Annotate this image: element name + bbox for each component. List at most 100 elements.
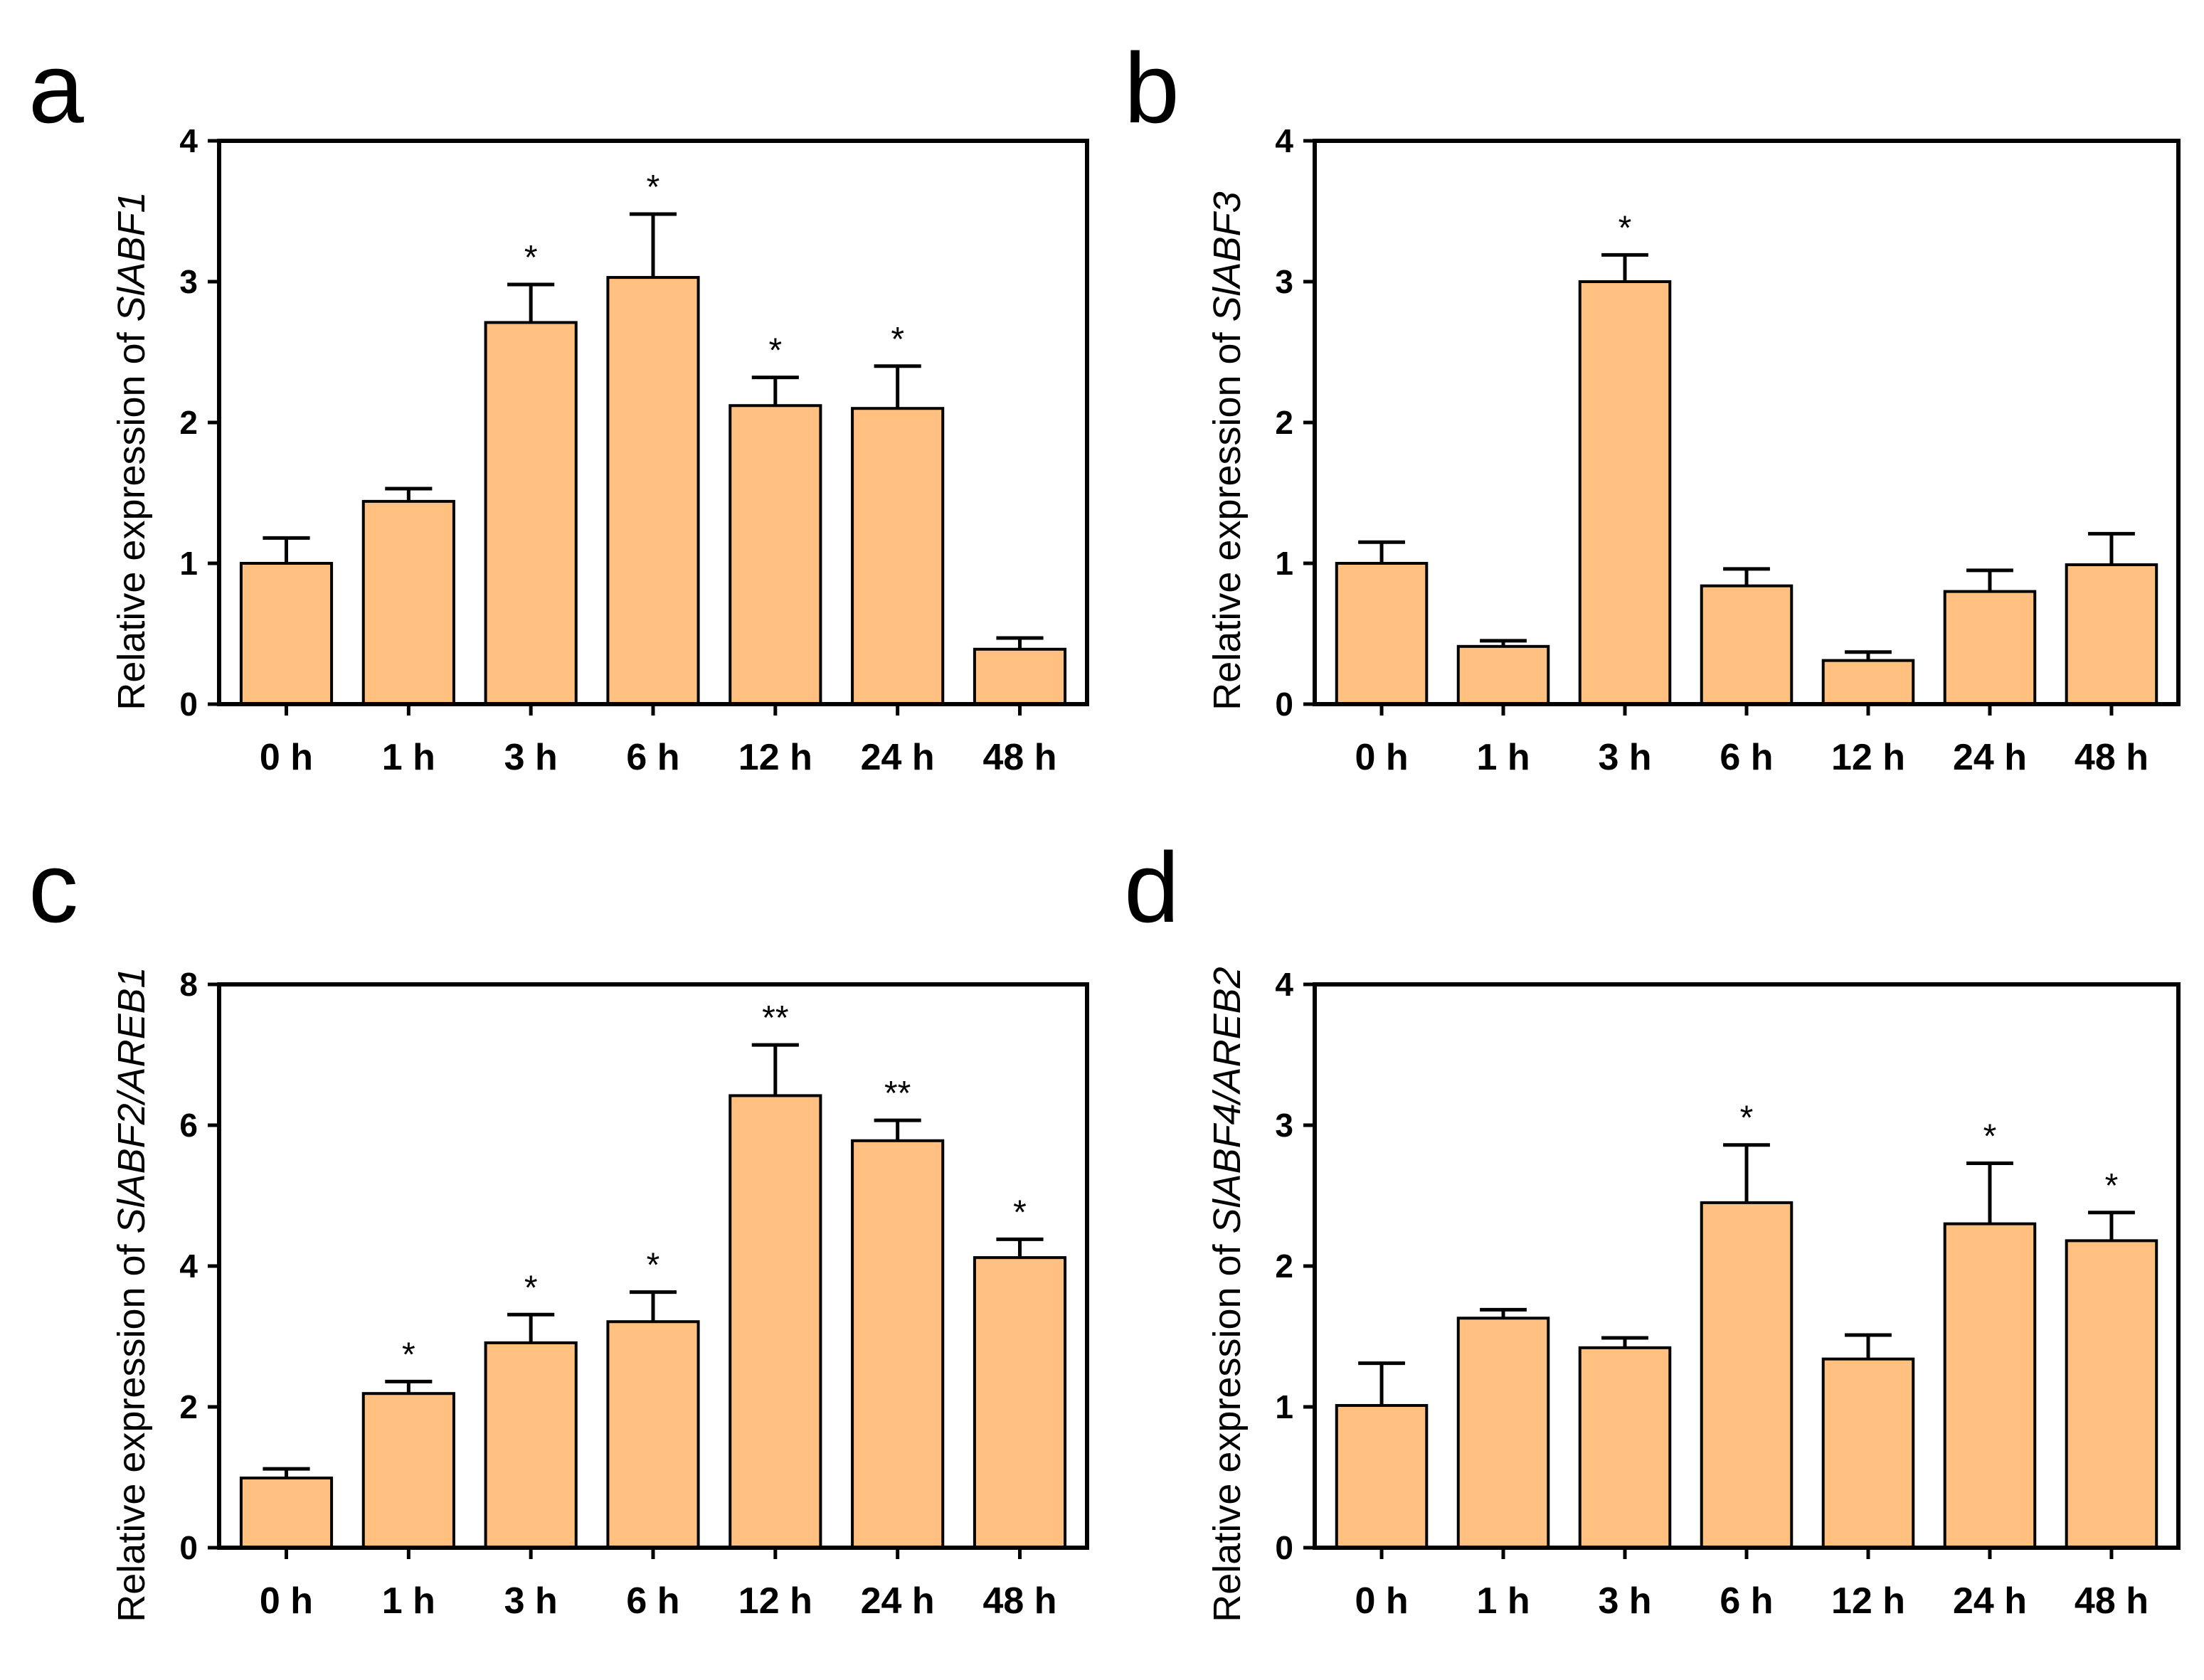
x-tick-label: 48 h [982, 1580, 1056, 1622]
bar [1335, 562, 1429, 706]
y-axis-label: Relative expression of SlABF4/AREB2 [1206, 967, 1249, 1622]
bar [1456, 1317, 1550, 1549]
panel-letter: b [1124, 32, 1180, 144]
significance-mark: * [647, 169, 660, 206]
significance-mark: * [1983, 1117, 1997, 1155]
bar [973, 647, 1067, 706]
panel-a: a 0 h 1 h * 3 h * 6 h * 12 h * 24 h 48 h 0 1 2 3 4 Relati… [28, 32, 1089, 778]
bar [1821, 1357, 1915, 1550]
x-tick-label: 1 h [382, 1580, 435, 1622]
x-tick-label: 24 h [1953, 737, 2027, 778]
bar [1578, 280, 1672, 706]
bar [484, 321, 578, 706]
significance-mark: * [647, 1247, 660, 1285]
x-tick-label: 3 h [1598, 1580, 1651, 1622]
x-tick-label: 12 h [1831, 737, 1905, 778]
x-tick-label: 3 h [504, 1580, 558, 1622]
y-tick-label: 0 [179, 686, 198, 723]
bar [729, 404, 822, 706]
bar [851, 407, 945, 706]
significance-mark: * [1618, 209, 1632, 247]
significance-mark: * [524, 1269, 538, 1307]
y-axis-label: Relative expression of SlABF3 [1206, 191, 1249, 710]
bar [361, 1392, 455, 1549]
y-tick-label: 3 [1275, 263, 1293, 300]
x-tick-label: 12 h [738, 1580, 812, 1622]
bar [1456, 644, 1550, 706]
significance-mark: ** [884, 1075, 911, 1112]
y-tick-label: 6 [179, 1107, 198, 1144]
y-tick-label: 4 [1275, 966, 1293, 1003]
y-axis-label: Relative expression of SlABF2/AREB1 [110, 967, 153, 1622]
bar [1578, 1346, 1672, 1549]
bar [1700, 1201, 1794, 1550]
bar [973, 1256, 1067, 1549]
x-tick-label: 24 h [861, 1580, 935, 1622]
y-tick-label: 1 [1275, 1388, 1293, 1425]
y-tick-label: 3 [1275, 1107, 1293, 1144]
x-tick-label: 3 h [1598, 737, 1651, 778]
y-tick-label: 8 [179, 966, 198, 1003]
bar [2065, 1239, 2158, 1549]
panel-letter: d [1124, 831, 1180, 943]
panel-d: d 0 h 1 h 3 h * 6 h 12 h * 24 h * 48 h 0 1 2 3 4 Relativ… [1124, 831, 2181, 1622]
x-tick-label: 0 h [1355, 737, 1408, 778]
panel-letter: c [28, 831, 78, 943]
bar [361, 499, 455, 706]
x-tick-label: 24 h [861, 737, 935, 778]
bar [1943, 1222, 2037, 1549]
x-tick-label: 0 h [1355, 1580, 1408, 1622]
y-tick-label: 0 [1275, 1529, 1293, 1566]
x-tick-label: 6 h [626, 737, 679, 778]
bar [1335, 1404, 1429, 1550]
y-tick-label: 2 [179, 404, 198, 441]
bar [729, 1094, 822, 1550]
bar [484, 1341, 578, 1550]
y-tick-label: 2 [1275, 1248, 1293, 1285]
x-tick-label: 12 h [1831, 1580, 1905, 1622]
y-tick-label: 0 [1275, 686, 1293, 723]
significance-mark: ** [762, 999, 788, 1037]
bar [851, 1139, 945, 1549]
x-tick-label: 48 h [2075, 737, 2149, 778]
significance-mark: * [402, 1336, 415, 1373]
y-tick-label: 4 [1275, 122, 1293, 159]
y-tick-label: 3 [179, 263, 198, 300]
x-tick-label: 1 h [382, 737, 435, 778]
x-tick-label: 48 h [982, 737, 1056, 778]
x-tick-label: 1 h [1476, 737, 1530, 778]
bar [1700, 584, 1794, 706]
x-tick-label: 6 h [1720, 737, 1773, 778]
x-tick-label: 6 h [1720, 1580, 1773, 1622]
bar [239, 1476, 334, 1549]
x-tick-label: 0 h [260, 737, 313, 778]
y-tick-label: 4 [179, 122, 198, 159]
panel-c: c 0 h * 1 h * 3 h * 6 h ** 12 h ** 24 h * 48 h 0 2 4 6 8 Re… [28, 831, 1089, 1622]
y-tick-label: 0 [179, 1529, 198, 1566]
significance-mark: * [524, 239, 538, 277]
x-tick-label: 0 h [260, 1580, 313, 1622]
y-tick-label: 2 [179, 1388, 198, 1425]
x-tick-label: 6 h [626, 1580, 679, 1622]
panel-letter: a [28, 32, 84, 144]
significance-mark: * [1013, 1193, 1027, 1231]
significance-mark: * [891, 321, 904, 358]
x-tick-label: 3 h [504, 737, 558, 778]
y-tick-label: 4 [179, 1248, 198, 1285]
y-axis-label: Relative expression of SlABF1 [110, 191, 153, 710]
y-tick-label: 2 [1275, 404, 1293, 441]
significance-mark: * [768, 332, 782, 370]
significance-mark: * [2105, 1167, 2119, 1205]
x-tick-label: 24 h [1953, 1580, 2027, 1622]
bar [1943, 590, 2037, 706]
bar [606, 1320, 700, 1549]
y-tick-label: 1 [1275, 545, 1293, 582]
bar [606, 276, 700, 706]
x-tick-label: 1 h [1476, 1580, 1530, 1622]
bar [1821, 659, 1915, 706]
significance-mark: * [1740, 1100, 1754, 1137]
panel-b: b 0 h 1 h * 3 h 6 h 12 h 24 h 48 h 0 1 2 3 4 Relative … [1124, 32, 2181, 778]
bar [239, 562, 334, 706]
bar [2065, 563, 2158, 706]
